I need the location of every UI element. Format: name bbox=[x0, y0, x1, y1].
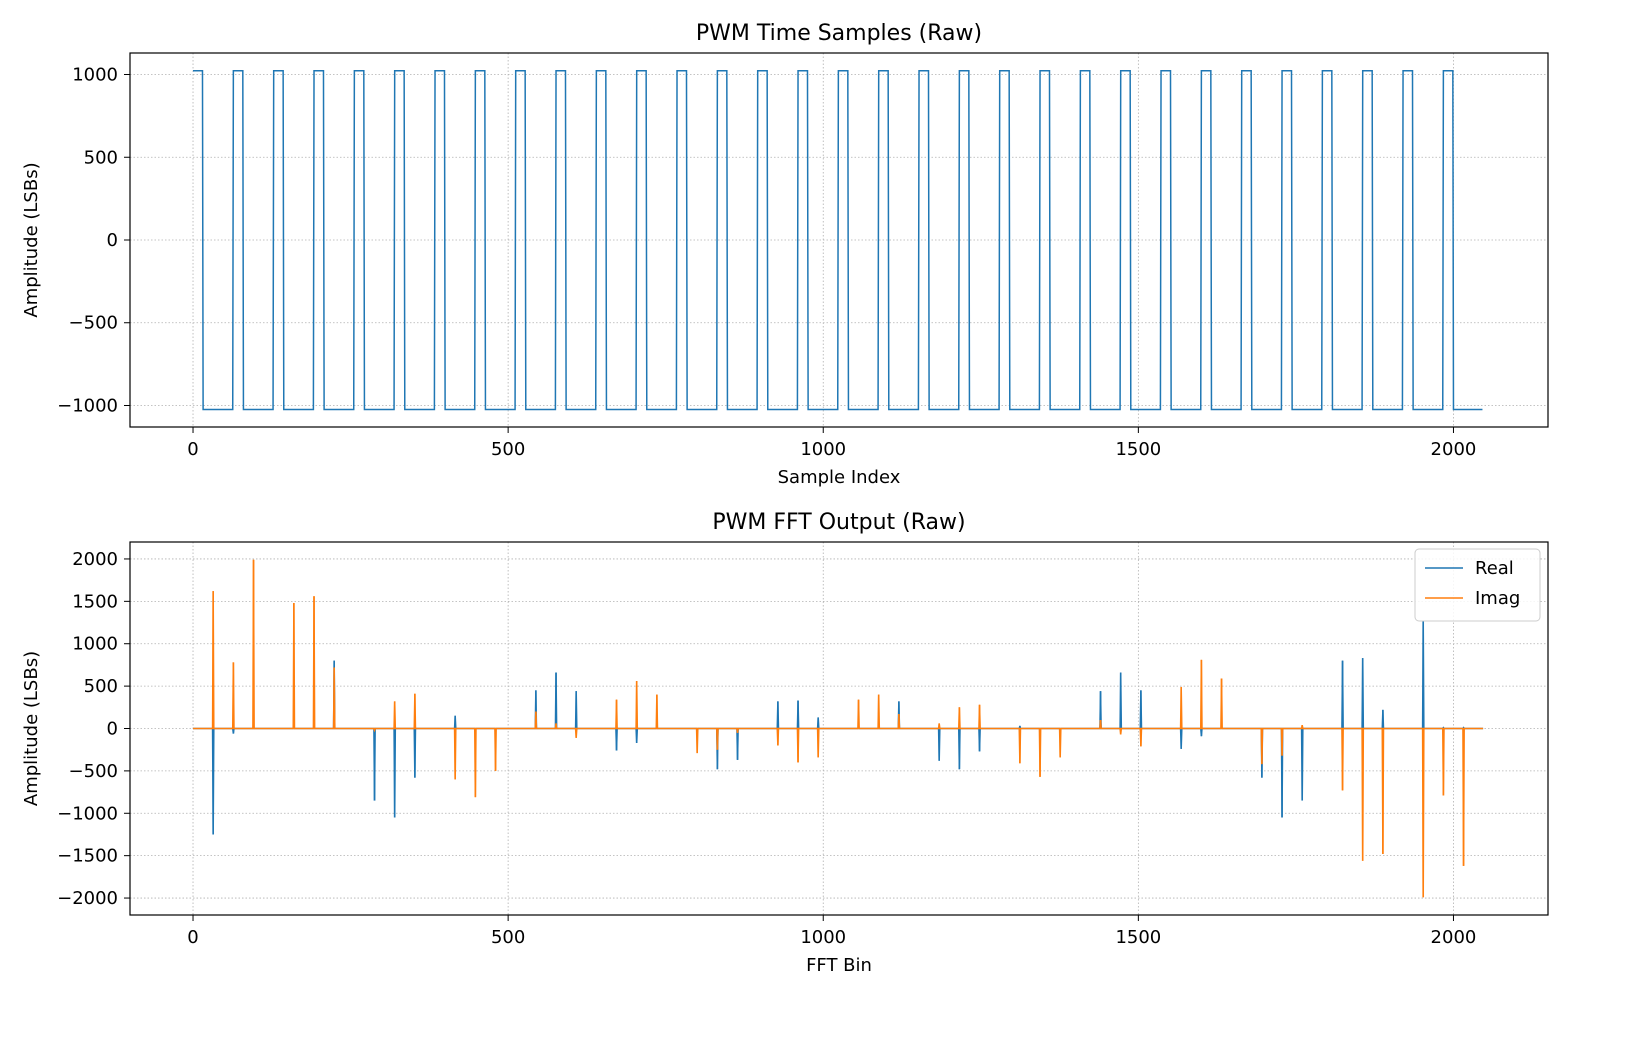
time-samples-ylabel: Amplitude (LSBs) bbox=[21, 162, 42, 317]
fft-output-ytick-label: 0 bbox=[107, 719, 118, 740]
fft-output-xtick-label: 1500 bbox=[1115, 927, 1161, 948]
time-samples-ytick-label: −1000 bbox=[57, 395, 118, 416]
time-samples-ytick-label: −500 bbox=[69, 313, 118, 334]
time-samples-ytick-label: 500 bbox=[84, 147, 118, 168]
fft-imag-series-line bbox=[193, 559, 1484, 898]
fft-output-ytick-label: 500 bbox=[84, 676, 118, 697]
time-samples-ytick-label: 1000 bbox=[72, 65, 118, 86]
fft-output-ytick-label: −500 bbox=[69, 761, 118, 782]
legend-label-imag: Imag bbox=[1475, 588, 1520, 609]
fft-output-xtick-label: 1000 bbox=[800, 927, 846, 948]
fft-output-xtick-label: 2000 bbox=[1431, 927, 1477, 948]
fft-output-ytick-label: 1500 bbox=[72, 591, 118, 612]
time-samples-xtick-label: 500 bbox=[491, 439, 525, 460]
legend: Real Imag bbox=[1414, 548, 1541, 622]
time-samples-xlabel: Sample Index bbox=[778, 467, 901, 488]
time-samples-title: PWM Time Samples (Raw) bbox=[696, 21, 982, 46]
time-samples-xtick-label: 1500 bbox=[1115, 439, 1161, 460]
fft-output-ytick-label: 1000 bbox=[72, 634, 118, 655]
fft-output-ytick-label: −1500 bbox=[57, 846, 118, 867]
fft-output-ytick-label: 2000 bbox=[72, 549, 118, 570]
legend-label-real: Real bbox=[1475, 558, 1514, 579]
fft-output-xtick-label: 500 bbox=[491, 927, 525, 948]
time-samples-ytick-label: 0 bbox=[107, 230, 118, 251]
pwm-square-wave-line bbox=[193, 69, 1483, 411]
fft-output-title: PWM FFT Output (Raw) bbox=[712, 510, 965, 535]
fft-output-ytick-label: −1000 bbox=[57, 803, 118, 824]
time-samples-xtick-label: 2000 bbox=[1431, 439, 1477, 460]
fft-output-ytick-label: −2000 bbox=[57, 888, 118, 909]
fft-output-ylabel: Amplitude (LSBs) bbox=[21, 651, 42, 806]
time-samples-xtick-label: 0 bbox=[187, 439, 198, 460]
fft-output-xlabel: FFT Bin bbox=[806, 955, 872, 976]
time-samples-xtick-label: 1000 bbox=[800, 439, 846, 460]
fft-output-xtick-label: 0 bbox=[187, 927, 198, 948]
fft-output-axes: 0 500 1000 1500 2000 2000 1500 1000 500 0 −500 −100… bbox=[21, 510, 1549, 976]
time-samples-axes: 0 500 1000 1500 2000 1000 500 0 −500 −1000 PWM Ti… bbox=[21, 21, 1549, 488]
